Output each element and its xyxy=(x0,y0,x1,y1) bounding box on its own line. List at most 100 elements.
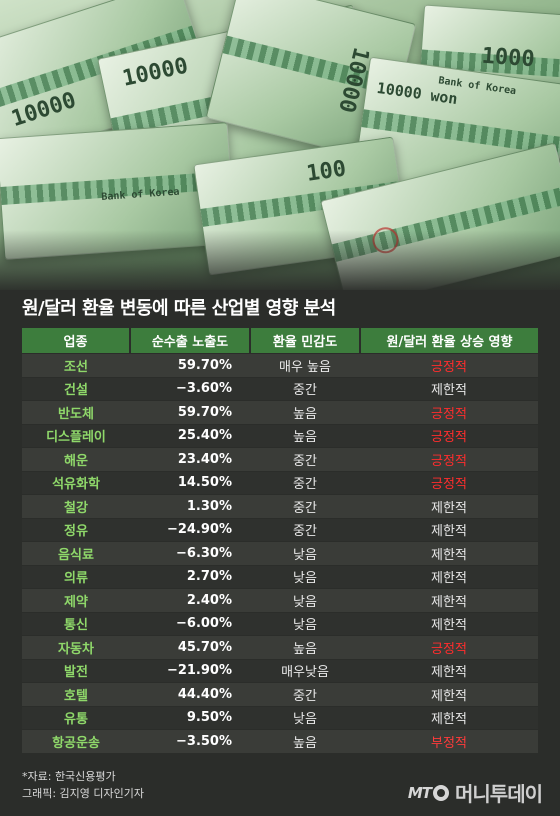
cell-effect: 제한적 xyxy=(360,611,538,636)
cell-exposure: −6.30% xyxy=(130,541,250,565)
cell-industry: 제약 xyxy=(22,588,130,612)
table-row: 발전 −21.90% 매우낮음 제한적 xyxy=(22,658,538,683)
cell-exposure: −3.50% xyxy=(130,729,250,753)
table-row: 건설 −3.60% 중간 제한적 xyxy=(22,376,538,401)
table-row: 의류 2.70% 낮음 제한적 xyxy=(22,564,538,589)
cell-industry: 항공운송 xyxy=(22,729,130,753)
cell-exposure: 45.70% xyxy=(130,635,250,659)
cell-exposure: −24.90% xyxy=(130,517,250,542)
header-industry: 업종 xyxy=(22,328,130,354)
cell-industry: 건설 xyxy=(22,376,130,401)
cell-effect: 제한적 xyxy=(360,517,538,542)
graphic-credit: 그래픽: 김지영 디자인기자 xyxy=(22,787,145,800)
cell-industry: 음식료 xyxy=(22,541,130,565)
cell-sensitivity: 중간 xyxy=(250,447,360,471)
cell-exposure: 2.40% xyxy=(130,588,250,612)
cell-industry: 정유 xyxy=(22,517,130,542)
cell-effect: 제한적 xyxy=(360,541,538,565)
table-row: 해운 23.40% 중간 긍정적 xyxy=(22,447,538,471)
cell-effect: 긍정적 xyxy=(360,635,538,659)
cell-industry: 디스플레이 xyxy=(22,423,130,448)
table-row: 자동차 45.70% 높음 긍정적 xyxy=(22,635,538,659)
cell-industry: 호텔 xyxy=(22,682,130,706)
cell-sensitivity: 낮음 xyxy=(250,611,360,636)
cell-industry: 석유화학 xyxy=(22,470,130,495)
cell-effect: 제한적 xyxy=(360,705,538,730)
cell-industry: 조선 xyxy=(22,353,130,377)
header-fx-sensitivity: 환율 민감도 xyxy=(249,328,360,354)
cell-industry: 반도체 xyxy=(22,400,130,424)
cell-sensitivity: 매우 높음 xyxy=(250,353,360,377)
source-text: *자료: 한국신용평가 xyxy=(22,770,116,783)
cell-industry: 의류 xyxy=(22,564,130,589)
cell-sensitivity: 낮음 xyxy=(250,588,360,612)
cell-exposure: 1.30% xyxy=(130,494,250,518)
logo-circle-icon xyxy=(433,784,449,801)
table-row: 정유 −24.90% 중간 제한적 xyxy=(22,517,538,542)
cell-effect: 긍정적 xyxy=(360,447,538,471)
source-credit: *자료: 한국신용평가 그래픽: 김지영 디자인기자 xyxy=(22,768,144,802)
cell-industry: 자동차 xyxy=(22,635,130,659)
page-title: 원/달러 환율 변동에 따른 산업별 영향 분석 xyxy=(22,298,336,319)
hero-image-banknotes: 10000 10000 10000 1000 10000 won Bank of… xyxy=(0,0,560,290)
logo-mt: MT xyxy=(407,783,432,802)
cell-exposure: −6.00% xyxy=(130,611,250,636)
table-row: 반도체 59.70% 높음 긍정적 xyxy=(22,400,538,424)
cell-sensitivity: 중간 xyxy=(250,494,360,518)
cell-sensitivity: 중간 xyxy=(250,376,360,401)
cell-exposure: 59.70% xyxy=(130,400,250,424)
cell-sensitivity: 높음 xyxy=(250,729,360,753)
table-row: 제약 2.40% 낮음 제한적 xyxy=(22,588,538,612)
cell-effect: 긍정적 xyxy=(360,423,538,448)
cell-industry: 통신 xyxy=(22,611,130,636)
cell-effect: 제한적 xyxy=(360,564,538,589)
table-row: 디스플레이 25.40% 높음 긍정적 xyxy=(22,423,538,448)
cell-industry: 유통 xyxy=(22,705,130,730)
cell-effect: 제한적 xyxy=(360,658,538,683)
cell-sensitivity: 중간 xyxy=(250,470,360,495)
cell-exposure: 25.40% xyxy=(130,423,250,448)
table-row: 항공운송 −3.50% 높음 부정적 xyxy=(22,729,538,753)
cell-sensitivity: 낮음 xyxy=(250,541,360,565)
cell-sensitivity: 중간 xyxy=(250,517,360,542)
cell-exposure: 59.70% xyxy=(130,353,250,377)
cell-exposure: 2.70% xyxy=(130,564,250,589)
table-row: 철강 1.30% 중간 제한적 xyxy=(22,494,538,518)
cell-sensitivity: 중간 xyxy=(250,682,360,706)
cell-industry: 발전 xyxy=(22,658,130,683)
table-row: 유통 9.50% 낮음 제한적 xyxy=(22,705,538,730)
cell-exposure: −3.60% xyxy=(130,376,250,401)
industry-impact-table: 업종 순수출 노출도 환율 민감도 원/달러 환율 상승 영향 조선 59.70%… xyxy=(22,328,538,753)
table-row: 조선 59.70% 매우 높음 긍정적 xyxy=(22,353,538,377)
cell-exposure: 14.50% xyxy=(130,470,250,495)
mt-logo: MT 머니투데이 xyxy=(407,778,543,807)
cell-effect: 부정적 xyxy=(360,729,538,753)
cell-sensitivity: 높음 xyxy=(250,400,360,424)
cell-sensitivity: 높음 xyxy=(250,423,360,448)
cell-industry: 해운 xyxy=(22,447,130,471)
cell-sensitivity: 낮음 xyxy=(250,564,360,589)
cell-effect: 긍정적 xyxy=(360,400,538,424)
cell-effect: 제한적 xyxy=(360,682,538,706)
cell-industry: 철강 xyxy=(22,494,130,518)
table-header-row: 업종 순수출 노출도 환율 민감도 원/달러 환율 상승 영향 xyxy=(22,328,538,354)
table-row: 음식료 −6.30% 낮음 제한적 xyxy=(22,541,538,565)
header-fx-rise-effect: 원/달러 환율 상승 영향 xyxy=(359,328,538,354)
cell-effect: 제한적 xyxy=(360,376,538,401)
cell-exposure: 44.40% xyxy=(130,682,250,706)
table-row: 호텔 44.40% 중간 제한적 xyxy=(22,682,538,706)
cell-exposure: 9.50% xyxy=(130,705,250,730)
cell-exposure: −21.90% xyxy=(130,658,250,683)
cell-effect: 제한적 xyxy=(360,588,538,612)
cell-effect: 긍정적 xyxy=(360,353,538,377)
header-net-export-exposure: 순수출 노출도 xyxy=(129,328,250,354)
cell-effect: 긍정적 xyxy=(360,470,538,495)
table-row: 통신 −6.00% 낮음 제한적 xyxy=(22,611,538,636)
table-row: 석유화학 14.50% 중간 긍정적 xyxy=(22,470,538,495)
cell-sensitivity: 낮음 xyxy=(250,705,360,730)
cell-sensitivity: 높음 xyxy=(250,635,360,659)
cell-exposure: 23.40% xyxy=(130,447,250,471)
logo-brand: 머니투데이 xyxy=(455,782,543,806)
cell-effect: 제한적 xyxy=(360,494,538,518)
cell-sensitivity: 매우낮음 xyxy=(250,658,360,683)
